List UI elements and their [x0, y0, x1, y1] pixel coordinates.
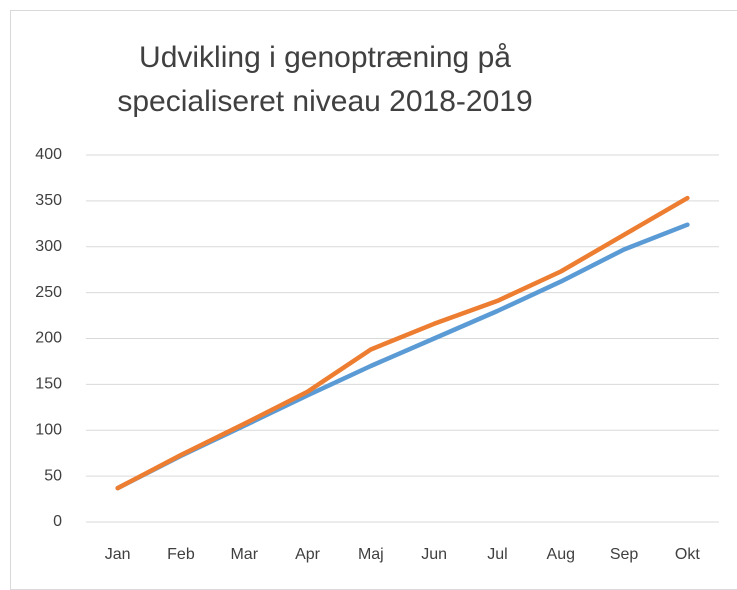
x-tick-label: Sep [610, 546, 639, 563]
x-tick-label: Maj [358, 546, 384, 563]
x-tick-label: Okt [675, 546, 700, 563]
x-tick-label: Jan [105, 546, 131, 563]
x-tick-label: Jul [487, 546, 507, 563]
x-tick-label: Aug [547, 546, 575, 563]
chart: 0 50 100 150 200 250 300 350 400 Jan Feb Mar Apr Maj J… [35, 146, 719, 563]
y-tick-label: 150 [35, 376, 62, 393]
y-tick-label: 400 [35, 146, 62, 163]
x-tick-label: Apr [295, 546, 321, 563]
y-tick-label: 200 [35, 330, 62, 347]
data-line [115, 222, 690, 491]
data-line [115, 195, 690, 491]
y-tick-label: 350 [35, 192, 62, 209]
y-tick-label: 50 [44, 467, 62, 484]
y-tick-label: 0 [53, 513, 62, 530]
y-tick-label: 250 [35, 284, 62, 301]
chart-area: Udvikling i genoptræning på specialisere… [10, 10, 737, 590]
y-tick-label: 300 [35, 238, 62, 255]
x-tick-label: Feb [167, 546, 195, 563]
y-tick-label: 100 [35, 421, 62, 438]
x-tick-label: Jun [421, 546, 447, 563]
x-tick-label: Mar [230, 546, 258, 563]
chart-title: Udvikling i genoptræning på specialisere… [117, 41, 533, 118]
